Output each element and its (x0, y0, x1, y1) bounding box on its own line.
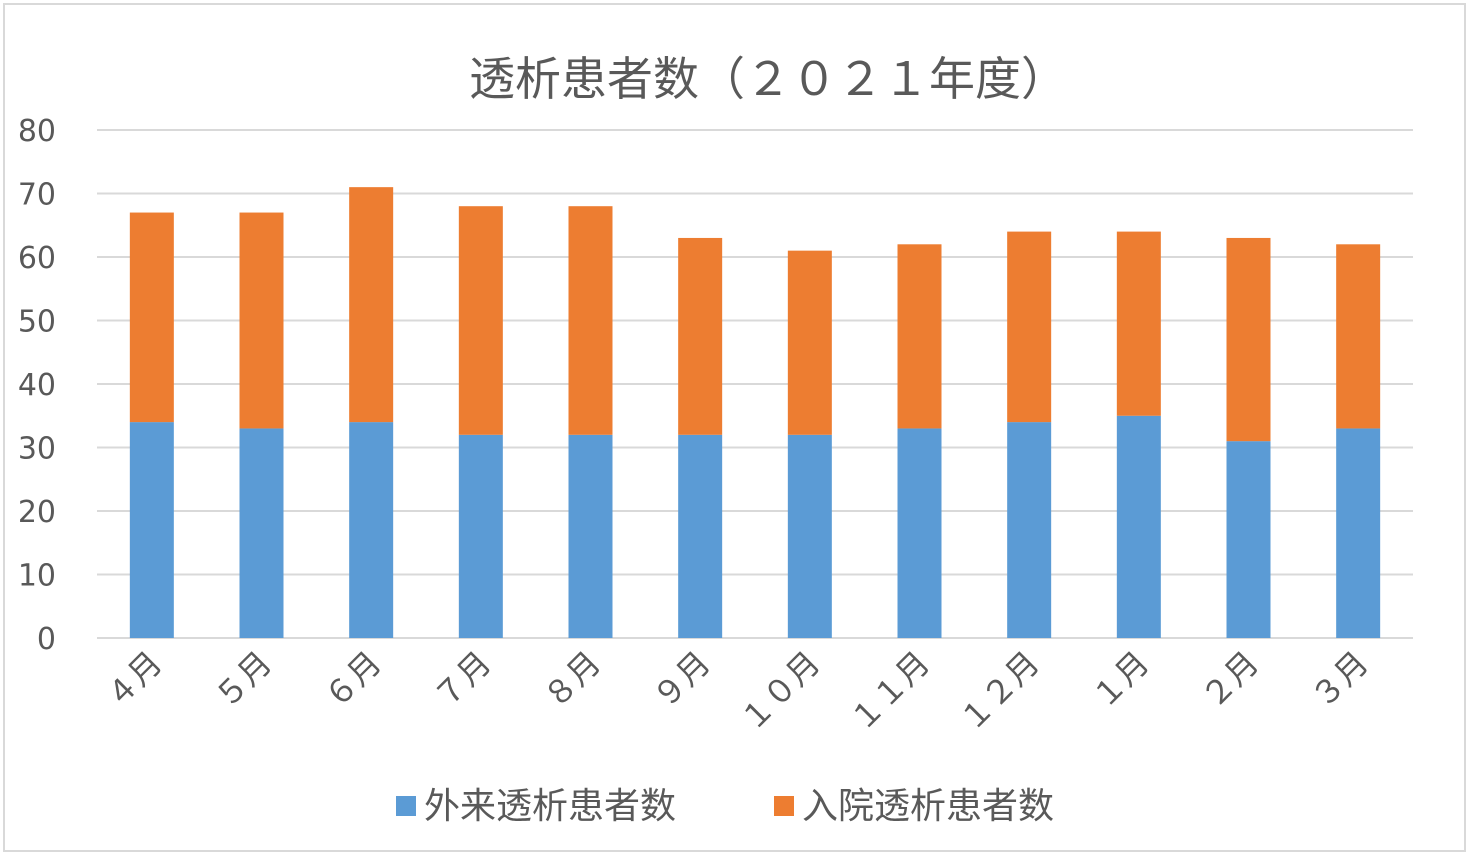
bar-inpatient-11 (1226, 237, 1271, 442)
bar-outpatient-1 (129, 422, 174, 638)
x-tick-label: ６月 (317, 644, 389, 716)
x-tick-label: １月 (1084, 644, 1156, 716)
bar-inpatient-5 (568, 206, 613, 435)
x-tick-label: １１月 (842, 644, 937, 739)
bar-inpatient-3 (349, 187, 394, 423)
x-axis-ticks: ４月 ５月 ６月 ７月 ８月 ９月 １０月 １１月 １２月 １月 ２月 ３月 (97, 644, 1375, 739)
y-tick-label: 80 (18, 114, 56, 149)
y-tick-label: 50 (18, 305, 56, 340)
chart-title: 透析患者数（２０２１年度） (469, 52, 1067, 106)
bar-inpatient-2 (239, 212, 284, 429)
x-tick-label: １０月 (733, 644, 828, 739)
bar-outpatient-4 (458, 434, 503, 638)
y-tick-label: 30 (18, 432, 56, 467)
x-tick-label: ８月 (536, 644, 608, 716)
bar-outpatient-3 (349, 422, 394, 638)
y-tick-label: 70 (18, 178, 56, 213)
bar-outpatient-11 (1226, 441, 1271, 638)
bar-outpatient-9 (1007, 422, 1052, 638)
bar-inpatient-4 (458, 206, 503, 435)
bar-inpatient-6 (678, 237, 723, 435)
bar-inpatient-10 (1116, 231, 1161, 416)
bar-inpatient-1 (129, 212, 174, 423)
bar-inpatient-12 (1336, 244, 1381, 429)
x-tick-label: ５月 (207, 644, 279, 716)
bar-outpatient-2 (239, 428, 284, 638)
bar-outpatient-6 (678, 434, 723, 638)
x-tick-label: ３月 (1304, 644, 1376, 716)
legend-label-outpatient: 外来透析患者数 (424, 786, 676, 827)
x-tick-label: ７月 (426, 644, 498, 716)
y-tick-label: 60 (18, 241, 56, 276)
y-tick-label: 0 (37, 622, 56, 657)
y-tick-label: 10 (18, 559, 56, 594)
y-axis-ticks: 0 10 20 30 40 50 60 70 80 (18, 114, 56, 657)
gridlines (97, 129, 1413, 639)
bar-inpatient-7 (787, 250, 832, 435)
legend-label-inpatient: 入院透析患者数 (802, 786, 1054, 827)
bar-outpatient-5 (568, 434, 613, 638)
y-tick-label: 20 (18, 495, 56, 530)
bar-outpatient-10 (1116, 415, 1161, 638)
legend: 外来透析患者数 入院透析患者数 (396, 786, 1054, 827)
x-tick-label: １２月 (952, 644, 1047, 739)
legend-swatch-inpatient (774, 796, 794, 816)
bar-outpatient-12 (1336, 428, 1381, 638)
x-tick-label: ２月 (1194, 644, 1266, 716)
bars (129, 187, 1381, 638)
legend-swatch-outpatient (396, 796, 416, 816)
x-tick-label: ９月 (646, 644, 718, 716)
bar-outpatient-7 (787, 434, 832, 638)
bar-inpatient-9 (1007, 231, 1052, 423)
x-tick-label: ４月 (97, 644, 169, 716)
bar-inpatient-8 (897, 244, 942, 429)
y-tick-label: 40 (18, 368, 56, 403)
bar-outpatient-8 (897, 428, 942, 638)
